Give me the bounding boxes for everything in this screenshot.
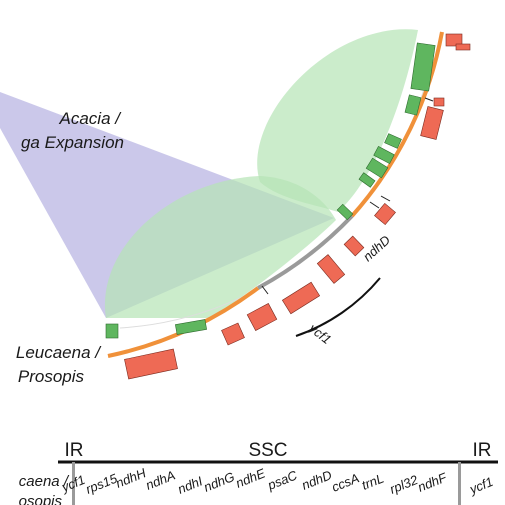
- gene-block: [433, 97, 445, 107]
- gene-label-trnl: trnL: [360, 470, 386, 492]
- region-label-ir-right: IR: [473, 440, 492, 461]
- arc-gene-label-ndhd: ndhD: [360, 232, 393, 264]
- gene-block: [455, 43, 471, 51]
- gene-label-ndhg: ndhG: [202, 469, 237, 495]
- lineage-label-line2: Prosopis: [18, 367, 85, 386]
- gene-block: [365, 157, 389, 179]
- gene-label-ndhh: ndhH: [114, 465, 149, 491]
- gene-block: [124, 348, 178, 380]
- gene-label-ndhi: ndhI: [176, 473, 205, 497]
- gene-label-psac: psaC: [265, 467, 300, 493]
- gene-label-rps15: rps15: [84, 470, 120, 496]
- gene-block: [384, 133, 402, 149]
- gene-label-ycf1: ycf1: [467, 474, 496, 497]
- gene-block: [175, 319, 207, 335]
- expansion-label-line1: Acacia /: [59, 109, 123, 128]
- annotation-arc: [295, 277, 381, 337]
- gene-block: [336, 203, 354, 221]
- gene-block: [343, 235, 365, 257]
- gene-block: [374, 202, 396, 226]
- gene-label-rpl32: rpl32: [388, 472, 421, 497]
- ir-boundary-right: [458, 462, 461, 505]
- chromosome-ring-gray: [257, 214, 354, 290]
- chromosome-ring-orange-top: [350, 31, 444, 218]
- expansion-wedge: [0, 92, 334, 318]
- gene-block: [358, 172, 376, 188]
- region-label-ir-left: IR: [65, 440, 84, 461]
- gene-block: [221, 322, 245, 346]
- homology-ribbon-lower: [104, 176, 337, 318]
- linear-gene-map: IR SSC IR caena / osopis ycf1rps15ndhHnd…: [19, 440, 498, 505]
- ring-tick-marks: [261, 97, 434, 295]
- green-gene-blocks: [105, 42, 436, 339]
- gene-label-ndha: ndhA: [144, 467, 178, 492]
- gene-block: [404, 94, 422, 116]
- arc-gene-label-ycf1: ycf1: [305, 320, 334, 347]
- tick: [369, 201, 380, 209]
- gene-block: [445, 33, 463, 47]
- map-row-label-line1: caena /: [19, 473, 70, 490]
- gene-label-ndhe: ndhE: [234, 465, 268, 490]
- gene-label-ccsa: ccsA: [330, 470, 362, 494]
- tick: [424, 97, 434, 102]
- gene-block: [246, 303, 278, 331]
- gene-block: [373, 145, 395, 165]
- gene-block: [410, 42, 436, 92]
- ir-boundary-left: [72, 462, 75, 505]
- tick: [261, 285, 269, 295]
- gene-label-ndhf: ndhF: [416, 469, 450, 494]
- homology-ribbon-upper: [257, 29, 418, 212]
- expansion-label-line2: ga Expansion: [21, 133, 124, 152]
- map-row-label-line2: osopis: [19, 493, 63, 505]
- gene-block: [316, 254, 346, 284]
- region-label-ssc: SSC: [248, 440, 287, 461]
- gene-label-ndhd: ndhD: [300, 467, 334, 493]
- red-gene-blocks: [124, 33, 471, 380]
- gene-block: [105, 323, 119, 339]
- lineage-label-line1: Leucaena /: [16, 343, 102, 362]
- gene-block: [420, 106, 444, 140]
- tick: [380, 195, 391, 202]
- gene-block: [281, 281, 321, 315]
